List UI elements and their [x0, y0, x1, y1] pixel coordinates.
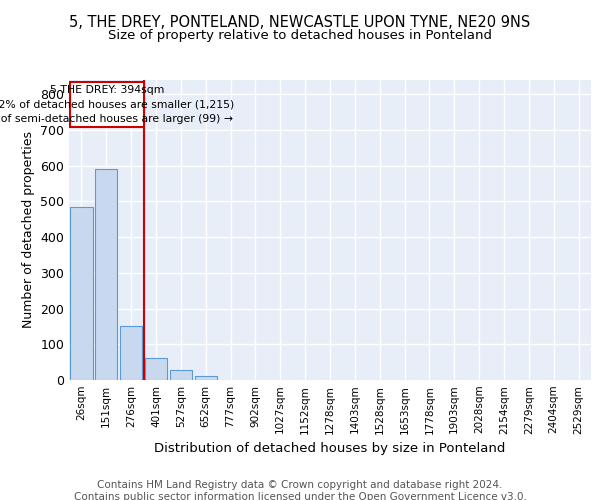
Bar	[194, 376, 217, 380]
Text: Size of property relative to detached houses in Ponteland: Size of property relative to detached ho…	[108, 28, 492, 42]
Y-axis label: Number of detached properties: Number of detached properties	[22, 132, 35, 328]
Bar	[145, 358, 167, 380]
Bar	[70, 207, 92, 380]
Bar	[170, 370, 192, 380]
X-axis label: Distribution of detached houses by size in Ponteland: Distribution of detached houses by size …	[154, 442, 506, 455]
Bar	[70, 82, 143, 127]
Text: 5, THE DREY, PONTELAND, NEWCASTLE UPON TYNE, NE20 9NS: 5, THE DREY, PONTELAND, NEWCASTLE UPON T…	[70, 15, 530, 30]
Bar	[95, 169, 118, 380]
Text: Contains HM Land Registry data © Crown copyright and database right 2024.
Contai: Contains HM Land Registry data © Crown c…	[74, 480, 526, 500]
Bar	[120, 326, 142, 380]
Text: 5 THE DREY: 394sqm
← 92% of detached houses are smaller (1,215)
8% of semi-detac: 5 THE DREY: 394sqm ← 92% of detached hou…	[0, 84, 235, 124]
